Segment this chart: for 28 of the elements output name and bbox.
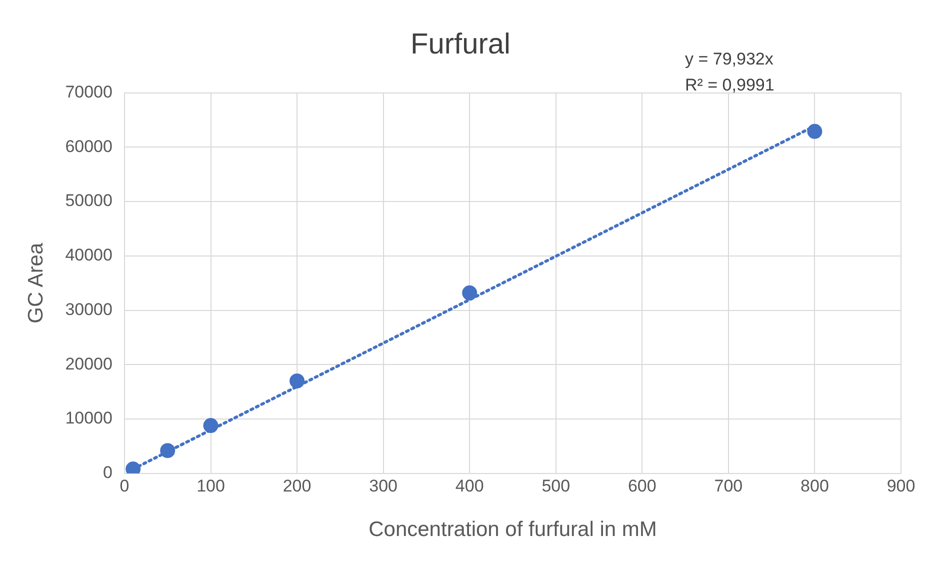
x-tick-label: 800 [800, 476, 829, 496]
annotation: R² = 0,9991 [685, 76, 774, 95]
x-tick-label: 700 [714, 476, 743, 496]
point [290, 373, 305, 388]
point [807, 124, 822, 139]
x-tick-label: 200 [282, 476, 312, 496]
y-axis-title: GC Area [24, 242, 48, 324]
y-tick-label: 60000 [65, 136, 112, 156]
y-tick-label: 0 [103, 463, 112, 482]
y-tick-label: 40000 [65, 246, 112, 265]
x-axis-title: Concentration of furfural in mM [368, 518, 657, 542]
x-tick-label: 0 [120, 476, 130, 496]
y-tick-label: 30000 [65, 300, 112, 319]
x-tick-label: 100 [196, 476, 225, 496]
point [203, 418, 218, 434]
y-tick-label: 50000 [65, 191, 112, 210]
x-tick-label: 600 [628, 476, 656, 496]
y-tick-label: 10000 [65, 408, 112, 428]
y-tick-label: 70000 [65, 82, 112, 102]
x-tick-label: 900 [886, 476, 916, 496]
text: y = 79,932x [685, 50, 774, 69]
chart-title: Furfural [410, 28, 510, 60]
point [160, 443, 176, 458]
x-tick-label: 500 [542, 476, 570, 496]
y-tick-label: 20000 [65, 354, 112, 374]
x-tick-label: 300 [369, 476, 398, 496]
x-tick-label: 400 [455, 476, 484, 496]
point [462, 285, 478, 300]
